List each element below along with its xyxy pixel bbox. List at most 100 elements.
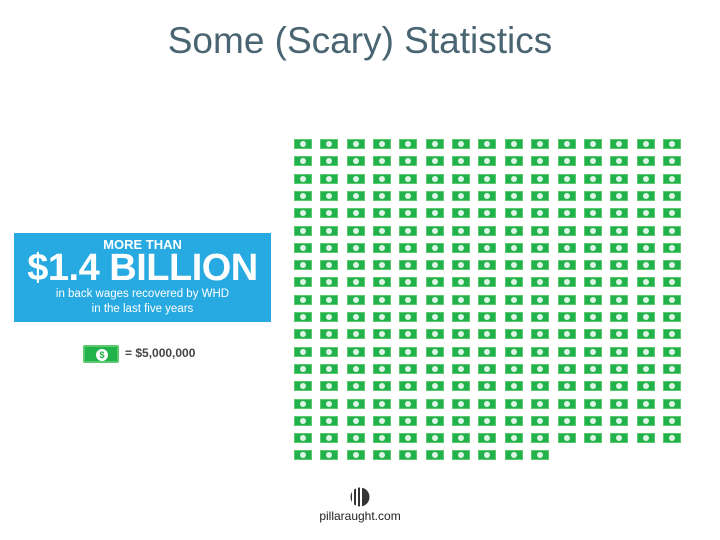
dollar-bill-icon xyxy=(452,277,471,288)
dollar-bill-icon xyxy=(452,208,471,219)
dollar-bill-icon xyxy=(662,312,681,322)
dollar-bill-icon xyxy=(452,329,471,340)
dollar-bill-icon xyxy=(478,398,497,409)
dollar-bill-icon xyxy=(294,381,312,392)
dollar-bill-icon xyxy=(478,208,497,219)
dollar-bill-icon xyxy=(636,346,655,357)
dollar-bill-icon xyxy=(425,312,444,322)
dollar-bill-icon xyxy=(294,450,312,461)
dollar-bill-icon xyxy=(373,173,392,184)
dollar-bill-icon xyxy=(557,329,576,340)
dollar-bill-icon xyxy=(478,190,497,201)
dollar-bill-icon xyxy=(531,363,550,374)
dollar-bill-icon xyxy=(373,433,392,444)
stat-amount: $1.4 BILLION xyxy=(27,247,258,289)
dollar-bill-icon xyxy=(531,156,550,167)
dollar-bill-icon xyxy=(425,173,444,184)
pillar-logo-icon xyxy=(350,487,370,507)
dollar-bill-icon xyxy=(636,433,655,444)
dollar-bill-icon xyxy=(425,450,444,461)
dollar-bill-icon xyxy=(636,242,655,253)
dollar-bill-icon xyxy=(294,277,312,288)
dollar-bill-icon xyxy=(504,312,523,322)
dollar-bill-icon xyxy=(610,139,629,149)
dollar-bill-icon xyxy=(636,381,655,392)
dollar-bill-icon xyxy=(478,363,497,374)
dollar-bill-icon xyxy=(531,294,550,305)
dollar-bill-icon xyxy=(531,312,550,322)
dollar-bill-icon xyxy=(583,346,602,357)
dollar-bill-icon xyxy=(346,346,365,357)
dollar-bill-icon xyxy=(346,277,365,288)
dollar-bill-icon xyxy=(610,190,629,201)
legend-dollar-symbol: $ xyxy=(96,349,108,361)
dollar-bill-icon xyxy=(662,156,681,167)
dollar-bill-icon xyxy=(452,312,471,322)
dollar-bill-icon xyxy=(294,156,312,167)
dollar-bill-icon xyxy=(399,208,418,219)
dollar-bill-icon xyxy=(425,433,444,444)
dollar-bill-icon xyxy=(373,329,392,340)
dollar-bill-icon xyxy=(346,208,365,219)
dollar-bill-icon xyxy=(504,415,523,426)
dollar-bill-icon xyxy=(504,363,523,374)
dollar-bill-icon xyxy=(478,242,497,253)
dollar-bill-icon xyxy=(346,294,365,305)
dollar-bill-icon xyxy=(583,433,602,444)
dollar-bill-icon xyxy=(373,381,392,392)
dollar-bill-icon xyxy=(452,173,471,184)
dollar-bill-icon xyxy=(425,381,444,392)
dollar-bill-icon xyxy=(373,156,392,167)
dollar-bill-icon xyxy=(662,139,681,149)
dollar-bill-icon xyxy=(531,242,550,253)
dollar-bill-icon xyxy=(320,312,339,322)
dollar-bill-icon xyxy=(504,156,523,167)
stat-prefix: MORE THAN xyxy=(103,237,182,252)
dollar-bill-icon xyxy=(610,346,629,357)
dollar-bill-icon xyxy=(294,294,312,305)
dollar-bill-icon xyxy=(583,190,602,201)
dollar-bill-icon xyxy=(452,294,471,305)
dollar-bill-icon: $ xyxy=(83,345,119,363)
dollar-bill-icon xyxy=(610,260,629,271)
dollar-bill-icon xyxy=(557,433,576,444)
dollar-bill-icon xyxy=(557,398,576,409)
dollar-bill-icon xyxy=(452,242,471,253)
dollar-bill-icon xyxy=(504,208,523,219)
dollar-bill-icon xyxy=(320,415,339,426)
dollar-bill-icon xyxy=(557,173,576,184)
dollar-bill-icon xyxy=(531,208,550,219)
dollar-bill-icon xyxy=(478,277,497,288)
dollar-bill-icon xyxy=(662,381,681,392)
dollar-bill-icon xyxy=(583,225,602,236)
dollar-bill-icon xyxy=(504,450,523,461)
dollar-bill-icon xyxy=(399,433,418,444)
dollar-bill-icon xyxy=(373,398,392,409)
dollar-bill-icon xyxy=(373,242,392,253)
dollar-bill-icon xyxy=(320,329,339,340)
dollar-bill-icon xyxy=(478,312,497,322)
dollar-bill-icon xyxy=(294,190,312,201)
dollar-bill-icon xyxy=(320,225,339,236)
dollar-bill-icon xyxy=(478,156,497,167)
dollar-bill-icon xyxy=(610,208,629,219)
dollar-bill-icon xyxy=(320,398,339,409)
dollar-bill-icon xyxy=(294,398,312,409)
dollar-bill-icon xyxy=(425,139,444,149)
dollar-bill-icon xyxy=(662,294,681,305)
dollar-bill-icon xyxy=(531,346,550,357)
dollar-bill-icon xyxy=(452,433,471,444)
dollar-bill-icon xyxy=(662,173,681,184)
dollar-bill-icon xyxy=(504,346,523,357)
dollar-bill-icon xyxy=(346,156,365,167)
dollar-bill-icon xyxy=(478,139,497,149)
dollar-bill-icon xyxy=(425,242,444,253)
dollar-bill-icon xyxy=(557,190,576,201)
dollar-bill-icon xyxy=(320,433,339,444)
dollar-bill-icon xyxy=(294,312,312,322)
dollar-bill-icon xyxy=(425,415,444,426)
dollar-bill-icon xyxy=(504,381,523,392)
dollar-bill-icon xyxy=(557,156,576,167)
dollar-bill-icon xyxy=(346,398,365,409)
dollar-bill-icon xyxy=(294,363,312,374)
